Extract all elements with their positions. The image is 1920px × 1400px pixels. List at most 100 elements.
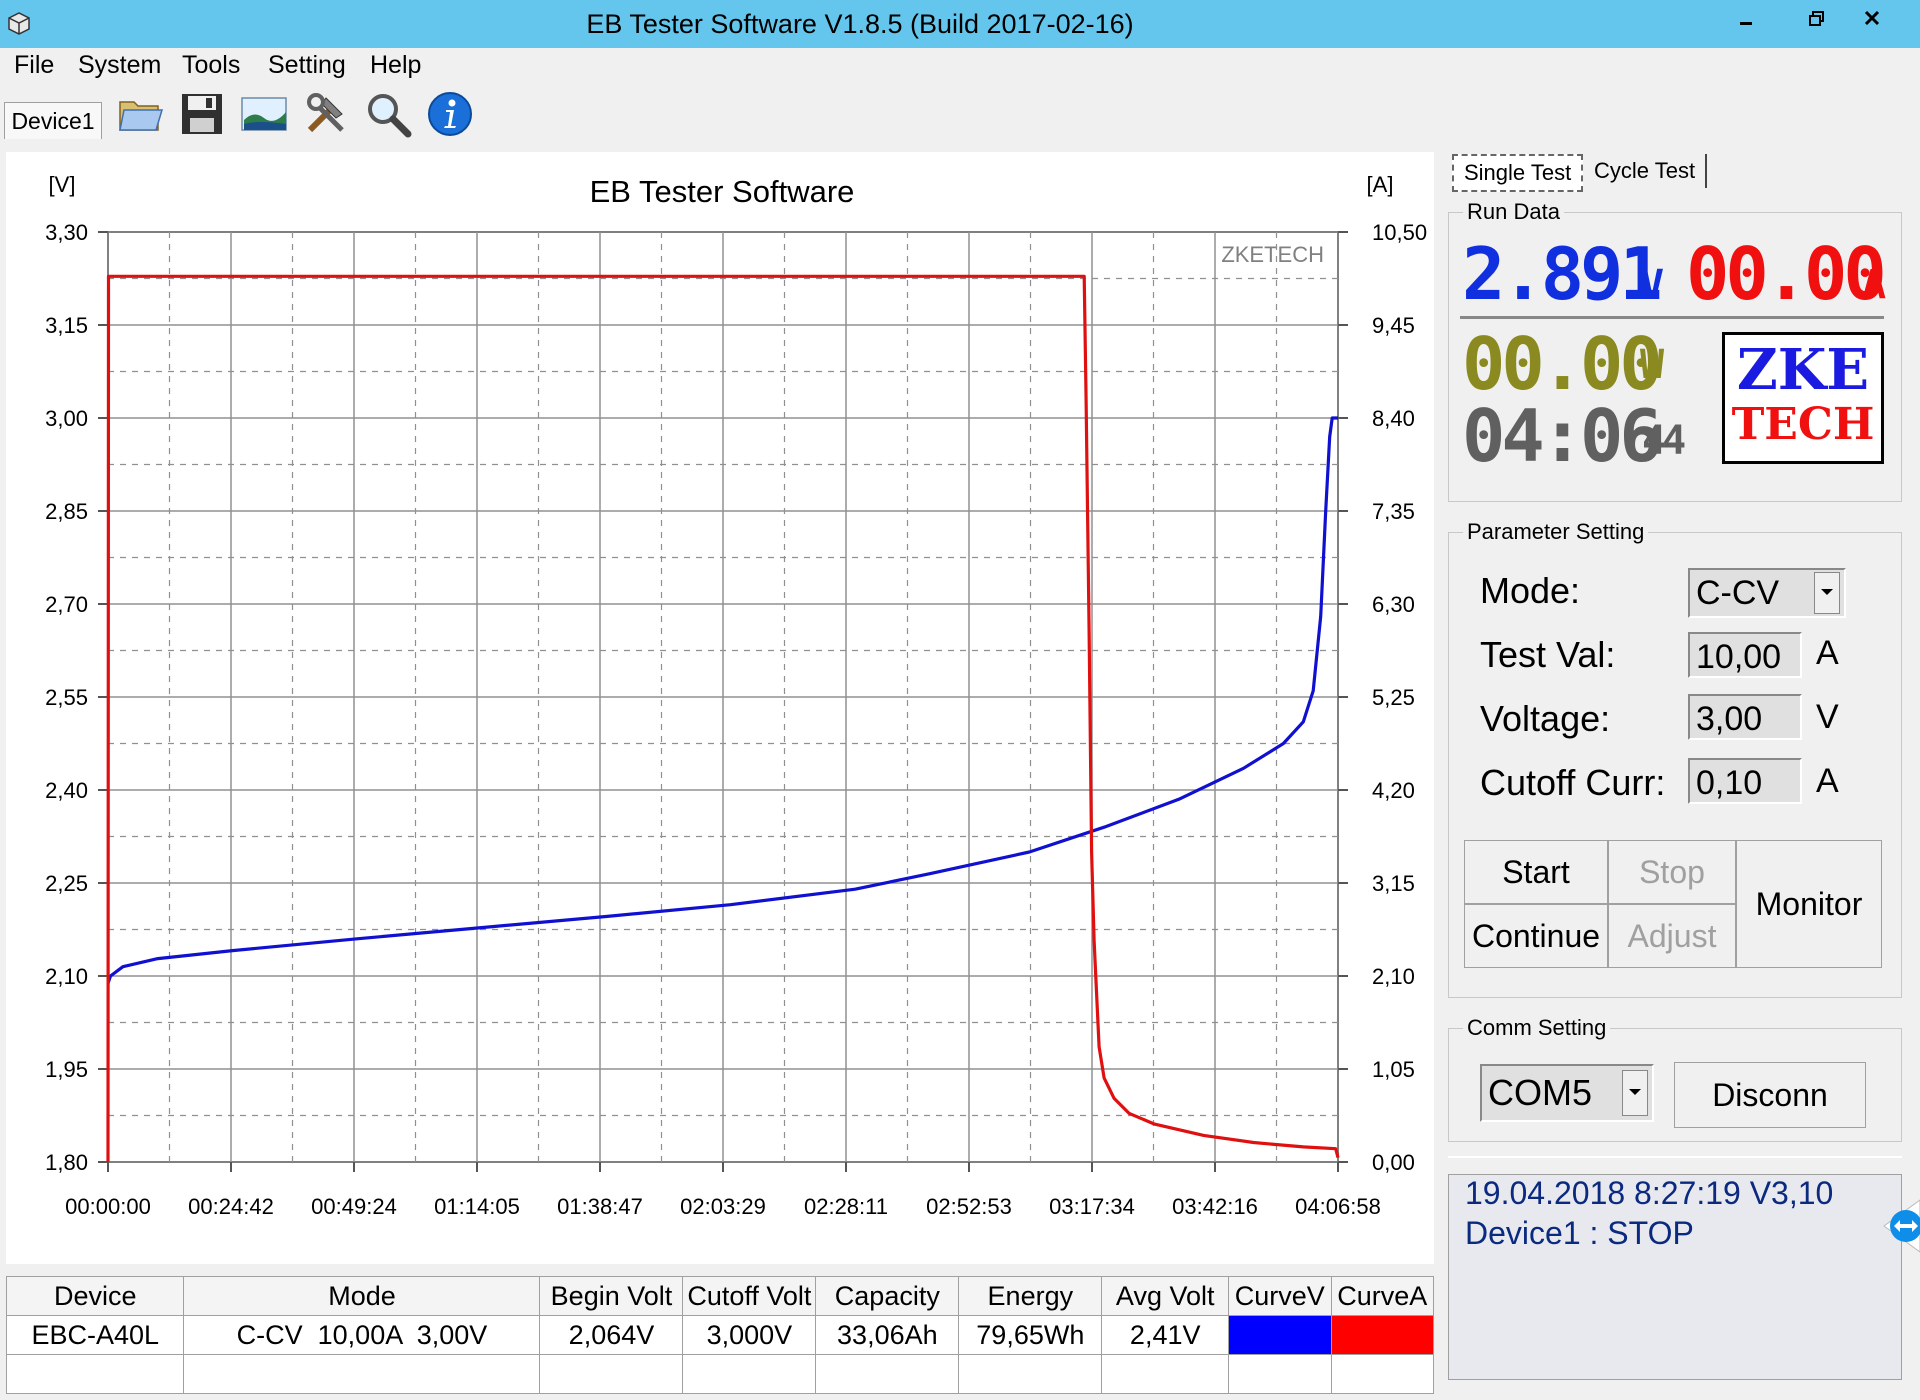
y-left-tick-label: 2,25 xyxy=(45,871,88,896)
menu-file[interactable]: File xyxy=(14,51,55,79)
status-datetime: 19.04.2018 8:27:19 V3,10 xyxy=(1465,1175,1834,1211)
search-icon[interactable] xyxy=(364,90,412,138)
parameter-setting-label: Parameter Setting xyxy=(1463,519,1649,545)
cell-device: EBC-A40L xyxy=(5,1315,185,1355)
y-left-tick-label: 3,30 xyxy=(45,220,88,245)
start-button[interactable]: Start xyxy=(1464,840,1608,904)
adjust-button[interactable]: Adjust xyxy=(1608,904,1736,968)
app-icon[interactable] xyxy=(6,10,32,36)
empty-cell xyxy=(5,1354,185,1394)
y-left-tick-label: 2,40 xyxy=(45,778,88,803)
seconds-readout: 44 xyxy=(1642,418,1686,464)
series-layer xyxy=(106,274,1340,1163)
col-energy: Energy xyxy=(958,1276,1103,1316)
col-capacity: Capacity xyxy=(815,1276,960,1316)
table-row[interactable]: EBC-A40L C-CV 10,00A 3,00V 2,064V 3,000V… xyxy=(5,1315,1435,1355)
menu-system[interactable]: System xyxy=(78,51,162,79)
time-readout: 04:06 xyxy=(1462,394,1663,478)
monitor-button[interactable]: Monitor xyxy=(1736,840,1882,968)
device-tab[interactable]: Device1 xyxy=(4,102,102,139)
y-right-tick-label: 9,45 xyxy=(1372,313,1415,338)
empty-cell xyxy=(539,1354,684,1394)
folder-open-icon[interactable] xyxy=(116,90,164,138)
voltage-label: Voltage: xyxy=(1480,698,1611,739)
panel-divider xyxy=(1448,1156,1902,1158)
voltage-field-unit: V xyxy=(1816,698,1839,736)
curve-a-color-swatch[interactable] xyxy=(1330,1315,1435,1355)
info-icon[interactable] xyxy=(426,90,474,138)
logo-line2: TECH xyxy=(1731,399,1875,450)
y-left-tick-label: 1,95 xyxy=(45,1057,88,1082)
chart-image-icon[interactable] xyxy=(240,90,288,138)
mode-dropdown-button[interactable] xyxy=(1814,572,1840,614)
close-button[interactable] xyxy=(1824,0,1920,42)
menu-tools[interactable]: Tools xyxy=(182,51,241,79)
comm-setting-group: Comm Setting xyxy=(1448,1015,1902,1142)
y-left-axis-label: [V] xyxy=(49,172,76,197)
chart-panel: EB Tester Software [V] [A] ZKETECH 00:00… xyxy=(6,152,1434,1264)
col-avg-volt: Avg Volt xyxy=(1101,1276,1230,1316)
x-tick-label: 03:42:16 xyxy=(1172,1194,1258,1219)
y-right-tick-label: 5,25 xyxy=(1372,685,1415,710)
tab-single-test[interactable]: Single Test xyxy=(1452,154,1584,192)
y-left-tick-label: 2,10 xyxy=(45,964,88,989)
zketech-logo: ZKE TECH xyxy=(1722,332,1884,464)
x-tick-label: 00:24:42 xyxy=(188,1194,274,1219)
y-right-tick-label: 10,50 xyxy=(1372,220,1427,245)
table-row-empty xyxy=(5,1354,1435,1394)
menu-help[interactable]: Help xyxy=(370,51,422,79)
parameter-setting-group: Parameter Setting xyxy=(1448,519,1902,998)
results-table: Device Mode Begin Volt Cutoff Volt Capac… xyxy=(5,1276,1435,1394)
test-val-unit: A xyxy=(1816,634,1839,672)
continue-button[interactable]: Continue xyxy=(1464,904,1608,968)
tools-icon[interactable] xyxy=(302,90,350,138)
power-readout: 00.00 xyxy=(1462,322,1663,406)
cutoff-curr-field[interactable]: 0,10 xyxy=(1688,758,1802,804)
y-right-axis-label: [A] xyxy=(1367,172,1394,197)
disconnect-button[interactable]: Disconn xyxy=(1674,1062,1866,1128)
current-readout: 00.00 xyxy=(1686,232,1887,316)
col-curve-v: CurveV xyxy=(1228,1276,1332,1316)
empty-cell xyxy=(815,1354,960,1394)
y-left-tick-label: 3,15 xyxy=(45,313,88,338)
cell-mode: C-CV 10,00A 3,00V xyxy=(183,1315,541,1355)
logo-line1: ZKE xyxy=(1736,337,1870,403)
x-tick-label: 01:14:05 xyxy=(434,1194,520,1219)
run-data-group: Run Data xyxy=(1448,199,1902,502)
tab-cycle-test[interactable]: Cycle Test xyxy=(1584,154,1708,188)
menu-setting[interactable]: Setting xyxy=(268,51,346,79)
status-device-state: Device1 : STOP xyxy=(1465,1215,1694,1251)
y-left-tick-label: 2,85 xyxy=(45,499,88,524)
power-unit: W xyxy=(1640,342,1664,388)
curve-v-color-swatch[interactable] xyxy=(1228,1315,1332,1355)
empty-cell xyxy=(1228,1354,1332,1394)
test-val-field[interactable]: 10,00 xyxy=(1688,632,1802,678)
y-right-tick-label: 1,05 xyxy=(1372,1057,1415,1082)
cutoff-curr-unit: A xyxy=(1816,762,1839,800)
toolbar: Device1 xyxy=(0,86,1920,146)
x-tick-label: 01:38:47 xyxy=(557,1194,643,1219)
empty-cell xyxy=(682,1354,817,1394)
stop-button[interactable]: Stop xyxy=(1608,840,1736,904)
voltage-series-line xyxy=(106,416,1338,984)
col-mode: Mode xyxy=(183,1276,541,1316)
readout-divider xyxy=(1460,316,1884,319)
col-device: Device xyxy=(5,1276,185,1316)
y-right-tick-label: 6,30 xyxy=(1372,592,1415,617)
save-icon[interactable] xyxy=(178,90,226,138)
minimize-button[interactable] xyxy=(1716,0,1778,42)
col-begin-volt: Begin Volt xyxy=(539,1276,684,1316)
cell-cutoff-volt: 3,000V xyxy=(682,1315,817,1355)
cell-avg-volt: 2,41V xyxy=(1101,1315,1230,1355)
y-right-tick-label: 0,00 xyxy=(1372,1150,1415,1175)
teamviewer-icon[interactable] xyxy=(1874,1196,1920,1256)
y-right-tick-label: 2,10 xyxy=(1372,964,1415,989)
voltage-field[interactable]: 3,00 xyxy=(1688,694,1802,740)
cell-energy: 79,65Wh xyxy=(958,1315,1103,1355)
com-port-dropdown-button[interactable] xyxy=(1622,1070,1648,1116)
table-header-row: Device Mode Begin Volt Cutoff Volt Capac… xyxy=(5,1276,1435,1316)
y-left-tick-label: 2,70 xyxy=(45,592,88,617)
x-tick-label: 00:49:24 xyxy=(311,1194,397,1219)
y-right-tick-label: 8,40 xyxy=(1372,406,1415,431)
restore-button[interactable] xyxy=(1786,0,1848,42)
